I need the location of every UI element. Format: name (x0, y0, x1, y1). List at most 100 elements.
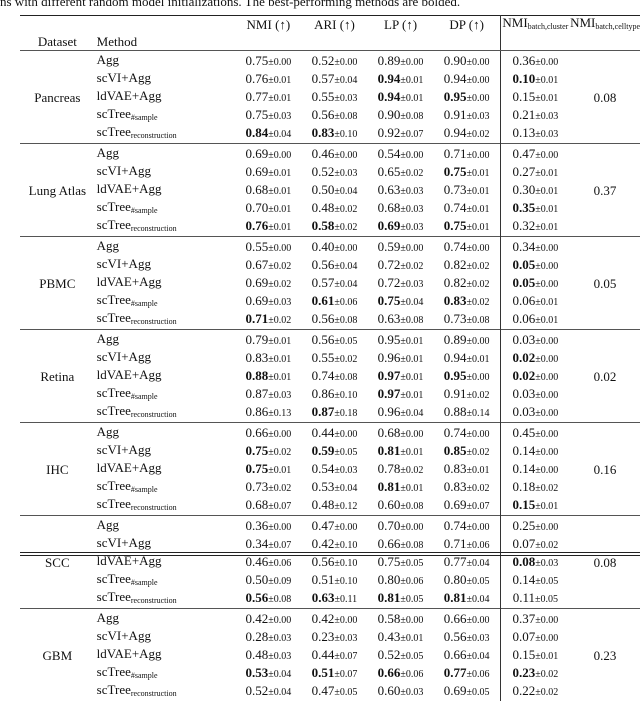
cell-dp: 0.69±0.05 (434, 683, 501, 701)
cell-nmi-batch-cluster: 0.11±0.05 (500, 590, 570, 609)
cell-ari: 0.57±0.04 (301, 275, 367, 293)
method-name: scVI+Agg (95, 350, 236, 368)
cell-dp: 0.73±0.01 (434, 182, 501, 200)
cell-nmi-batch-celltype: 0.16 (570, 423, 640, 516)
cell-nmi: 0.77±0.01 (235, 89, 301, 107)
cell-ari: 0.47±0.00 (301, 516, 367, 537)
cell-ari: 0.50±0.04 (301, 182, 367, 200)
cell-nmi: 0.28±0.03 (235, 629, 301, 647)
cell-nmi: 0.75±0.02 (235, 443, 301, 461)
cell-dp: 0.77±0.06 (434, 665, 501, 683)
cell-nmi-batch-cluster: 0.34±0.00 (500, 237, 570, 258)
header-nmi: NMI (↑) (235, 16, 301, 35)
method-name: scVI+Agg (95, 443, 236, 461)
cell-nmi-batch-cluster: 0.23±0.02 (500, 665, 570, 683)
header-dp: DP (↑) (434, 16, 501, 35)
header-dataset: Dataset (20, 34, 95, 51)
method-name: scVI+Agg (95, 257, 236, 275)
method-name: scTreereconstruction (95, 683, 236, 701)
cell-lp: 0.63±0.08 (368, 311, 434, 330)
cell-dp: 0.74±0.00 (434, 516, 501, 537)
cell-dp: 0.95±0.00 (434, 89, 501, 107)
cell-ari: 0.56±0.08 (301, 107, 367, 125)
cell-nmi: 0.67±0.02 (235, 257, 301, 275)
cell-nmi: 0.69±0.03 (235, 293, 301, 311)
cell-lp: 0.81±0.05 (368, 590, 434, 609)
cell-nmi-batch-cluster: 0.15±0.01 (500, 647, 570, 665)
cell-lp: 0.72±0.03 (368, 275, 434, 293)
cell-dp: 0.75±0.01 (434, 218, 501, 237)
cell-lp: 0.65±0.02 (368, 164, 434, 182)
cell-ari: 0.53±0.04 (301, 479, 367, 497)
method-name: scTreereconstruction (95, 404, 236, 423)
cell-nmi: 0.53±0.04 (235, 665, 301, 683)
cell-nmi: 0.86±0.13 (235, 404, 301, 423)
cell-nmi: 0.55±0.00 (235, 237, 301, 258)
cell-nmi: 0.76±0.01 (235, 218, 301, 237)
cell-dp: 0.83±0.02 (434, 293, 501, 311)
cell-nmi: 0.76±0.01 (235, 71, 301, 89)
cell-lp: 0.92±0.07 (368, 125, 434, 144)
cell-lp: 0.81±0.01 (368, 443, 434, 461)
header-lp: LP (↑) (368, 16, 434, 35)
method-name: scTree#sample (95, 479, 236, 497)
method-name: ldVAE+Agg (95, 275, 236, 293)
method-name: scTree#sample (95, 200, 236, 218)
cell-nmi-batch-cluster: 0.07±0.00 (500, 629, 570, 647)
cell-lp: 0.95±0.01 (368, 330, 434, 351)
cell-lp: 0.66±0.06 (368, 665, 434, 683)
cell-nmi-batch-cluster: 0.47±0.00 (500, 144, 570, 165)
cell-dp: 0.75±0.01 (434, 164, 501, 182)
cell-lp: 0.60±0.08 (368, 497, 434, 516)
cell-lp: 0.89±0.00 (368, 51, 434, 72)
cell-nmi-batch-cluster: 0.21±0.03 (500, 107, 570, 125)
cell-nmi-batch-cluster: 0.35±0.01 (500, 200, 570, 218)
method-name: Agg (95, 51, 236, 72)
cell-nmi-batch-cluster: 0.15±0.01 (500, 497, 570, 516)
dataset-name: PBMC (20, 237, 95, 330)
method-name: Agg (95, 516, 236, 537)
cell-dp: 0.71±0.00 (434, 144, 501, 165)
cell-ari: 0.46±0.00 (301, 144, 367, 165)
bottom-rule (20, 552, 640, 556)
cell-nmi-batch-cluster: 0.08±0.03 (500, 554, 570, 572)
cell-lp: 0.75±0.05 (368, 554, 434, 572)
cell-nmi-batch-cluster: 0.13±0.03 (500, 125, 570, 144)
cell-dp: 0.91±0.03 (434, 107, 501, 125)
cell-ari: 0.51±0.07 (301, 665, 367, 683)
method-name: scTreereconstruction (95, 125, 236, 144)
cell-dp: 0.95±0.00 (434, 368, 501, 386)
cell-dp: 0.82±0.02 (434, 257, 501, 275)
cell-lp: 0.60±0.03 (368, 683, 434, 701)
cell-ari: 0.42±0.00 (301, 609, 367, 630)
dataset-name: SCC (20, 516, 95, 609)
method-name: scVI+Agg (95, 164, 236, 182)
method-name: ldVAE+Agg (95, 461, 236, 479)
method-name: scTree#sample (95, 386, 236, 404)
cell-ari: 0.52±0.03 (301, 164, 367, 182)
cell-ari: 0.48±0.12 (301, 497, 367, 516)
cell-nmi-batch-celltype: 0.23 (570, 609, 640, 701)
cell-nmi-batch-cluster: 0.10±0.01 (500, 71, 570, 89)
method-name: scVI+Agg (95, 629, 236, 647)
cell-nmi-batch-cluster: 0.37±0.00 (500, 609, 570, 630)
cell-lp: 0.94±0.01 (368, 71, 434, 89)
